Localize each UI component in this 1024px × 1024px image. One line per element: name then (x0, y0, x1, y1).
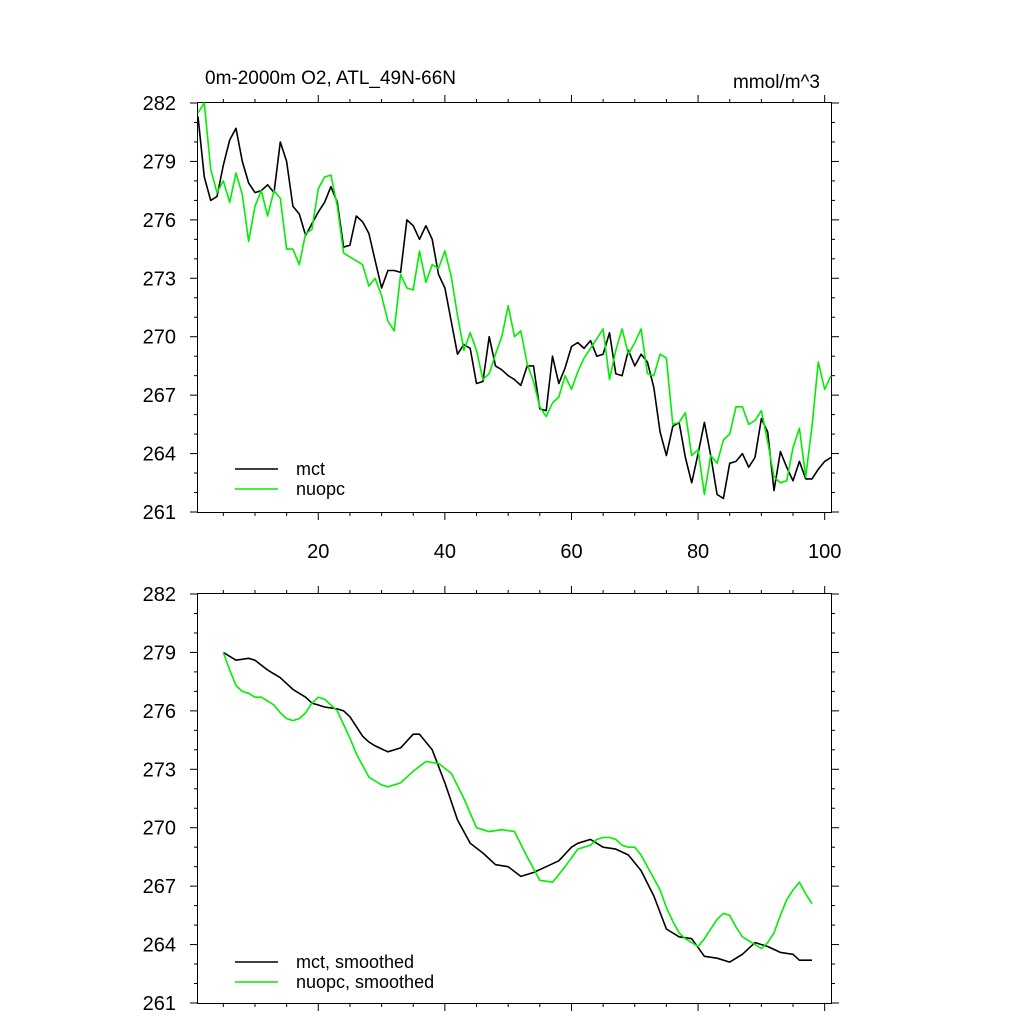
series-line-nuopc-smoothed (222, 652, 813, 950)
y-tick-label: 264 (143, 935, 176, 957)
legend-label: mct, smoothed (296, 952, 414, 972)
y-tick-label: 270 (143, 327, 176, 349)
legend-label: nuopc, smoothed (296, 972, 434, 992)
x-tick-label: 20 (307, 541, 329, 563)
y-tick-label: 282 (143, 93, 176, 115)
y-tick-label: 267 (143, 385, 176, 407)
series-line-mct-smoothed (222, 651, 812, 963)
x-tick-label: 100 (808, 541, 841, 563)
top-panel: 0m-2000m O2, ATL_49N-66N mmol/m^3 261 264… (143, 68, 842, 563)
top-panel-y-tick-labels: 261 264 267 270 273 276 279 282 (143, 93, 176, 524)
y-tick-label: 276 (143, 701, 176, 723)
y-tick-label: 267 (143, 876, 176, 898)
bottom-panel-series (222, 651, 813, 963)
legend-label: nuopc (296, 479, 345, 499)
y-tick-label: 264 (143, 444, 176, 466)
bottom-panel: 261 264 267 270 273 276 279 282 mct, smoothednu… (143, 584, 839, 1015)
top-panel-x-tick-labels: 20 40 60 80 100 (307, 541, 841, 563)
series-line-mct (197, 116, 832, 500)
top-panel-frame (197, 102, 832, 513)
top-panel-ticks (190, 95, 839, 520)
y-tick-label: 270 (143, 818, 176, 840)
series-line-nuopc (197, 102, 832, 496)
legend-label: mct (296, 459, 325, 479)
y-tick-label: 276 (143, 210, 176, 232)
bottom-panel-y-tick-labels: 261 264 267 270 273 276 279 282 (143, 584, 176, 1015)
y-tick-label: 279 (143, 642, 176, 664)
top-panel-units: mmol/m^3 (733, 72, 820, 93)
y-tick-label: 273 (143, 759, 176, 781)
bottom-panel-ticks (190, 586, 839, 1011)
x-tick-label: 40 (434, 541, 456, 563)
x-tick-label: 80 (687, 541, 709, 563)
y-tick-label: 261 (143, 993, 176, 1015)
top-panel-title: 0m-2000m O2, ATL_49N-66N (205, 68, 456, 89)
y-tick-label: 282 (143, 584, 176, 606)
x-tick-label: 60 (560, 541, 582, 563)
bottom-panel-frame (197, 593, 832, 1004)
y-tick-label: 261 (143, 502, 176, 524)
y-tick-label: 279 (143, 151, 176, 173)
top-panel-series (197, 102, 832, 500)
y-tick-label: 273 (143, 268, 176, 290)
